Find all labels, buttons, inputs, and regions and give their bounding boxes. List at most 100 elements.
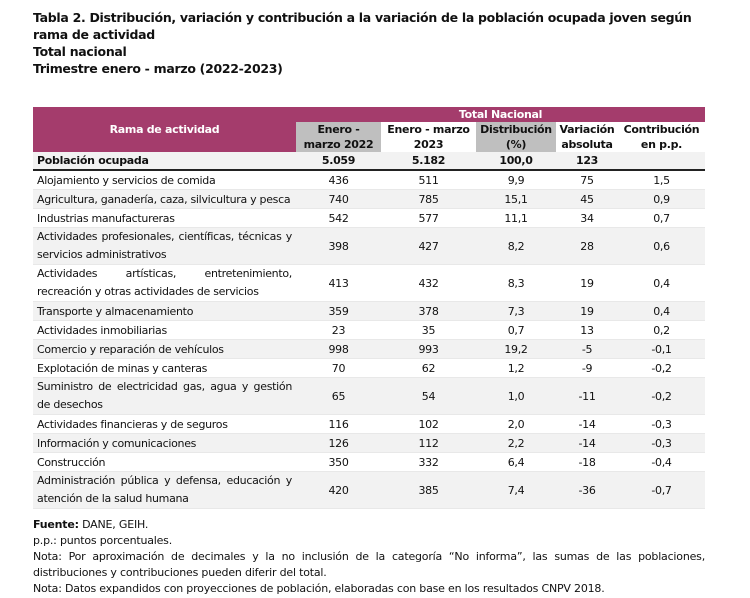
row-value: -0,1: [618, 339, 705, 359]
table-row: Administración pública y defensa, educac…: [33, 471, 705, 509]
row-value: 398: [296, 227, 381, 265]
row-value: 993: [381, 339, 476, 359]
total-value: [618, 152, 705, 171]
row-value: 436: [296, 170, 381, 190]
row-value: -36: [556, 471, 618, 509]
pp-note: p.p.: puntos porcentuales.: [33, 534, 173, 547]
source-note: Fuente: DANE, GEIH.: [33, 517, 705, 533]
row-value: 0,4: [618, 264, 705, 302]
column-header: Variación absoluta: [556, 122, 618, 152]
total-row: Población ocupada 5.059 5.182 100,0 123: [33, 152, 705, 171]
column-header-line: Enero -: [317, 123, 360, 136]
note-2: Nota: Datos expandidos con proyecciones …: [33, 582, 605, 595]
row-value: -14: [556, 414, 618, 434]
row-value: 112: [381, 433, 476, 453]
table-row: Información y comunicaciones 126 112 2,2 -14…: [33, 433, 705, 453]
row-value: 1,2: [476, 358, 556, 378]
row-value: -18: [556, 452, 618, 472]
row-value: 2,0: [476, 414, 556, 434]
column-header-line: absoluta: [561, 138, 613, 151]
row-value: 6,4: [476, 452, 556, 472]
row-value: -0,7: [618, 471, 705, 509]
row-value: 116: [296, 414, 381, 434]
total-value: 100,0: [476, 152, 556, 171]
row-label: Actividades financieras y de seguros: [33, 414, 296, 434]
row-label: Actividades artísticas, entretenimiento,…: [33, 264, 296, 302]
data-table: Rama de actividad Total Nacional Enero -…: [33, 107, 705, 509]
row-label: Administración pública y defensa, educac…: [33, 471, 296, 509]
column-header-line: Variación: [559, 123, 615, 136]
row-value: 65: [296, 377, 381, 415]
row-label: Transporte y almacenamiento: [33, 301, 296, 321]
row-value: 1,5: [618, 170, 705, 190]
source-text: DANE, GEIH.: [78, 518, 149, 531]
row-label: Agricultura, ganadería, caza, silvicultu…: [33, 189, 296, 209]
row-label: Alojamiento y servicios de comida: [33, 170, 296, 190]
table-row: Actividades profesionales, científicas, …: [33, 227, 705, 265]
title-line-1: Tabla 2. Distribución, variación y contr…: [33, 10, 692, 42]
row-value: 378: [381, 301, 476, 321]
row-value: 2,2: [476, 433, 556, 453]
row-value: 998: [296, 339, 381, 359]
row-value: 511: [381, 170, 476, 190]
row-value: 385: [381, 471, 476, 509]
total-value: 5.182: [381, 152, 476, 171]
row-value: -5: [556, 339, 618, 359]
column-header-line: 2023: [413, 138, 444, 151]
table-row: Agricultura, ganadería, caza, silvicultu…: [33, 189, 705, 209]
column-header-line: Distribución: [480, 123, 552, 136]
total-label: Población ocupada: [33, 152, 296, 171]
table-title: Tabla 2. Distribución, variación y contr…: [33, 9, 705, 77]
row-value: 19,2: [476, 339, 556, 359]
table-row: Suministro de electricidad gas, agua y g…: [33, 377, 705, 415]
table-row: Alojamiento y servicios de comida 436 511 9…: [33, 170, 705, 190]
table-row: Actividades financieras y de seguros 116 1…: [33, 414, 705, 434]
row-value: 126: [296, 433, 381, 453]
row-value: 45: [556, 189, 618, 209]
row-value: -14: [556, 433, 618, 453]
column-header: Enero - marzo 2022: [296, 122, 381, 152]
column-header-line: (%): [505, 138, 527, 151]
row-value: 427: [381, 227, 476, 265]
row-value: 62: [381, 358, 476, 378]
row-value: -0,2: [618, 377, 705, 415]
column-header-line: Enero - marzo: [387, 123, 470, 136]
row-value: 23: [296, 320, 381, 340]
row-value: 7,3: [476, 301, 556, 321]
row-value: 19: [556, 264, 618, 302]
row-value: 0,2: [618, 320, 705, 340]
row-value: 542: [296, 208, 381, 228]
source-label: Fuente:: [33, 518, 79, 531]
column-header: Contribución en p.p.: [618, 122, 705, 152]
title-line-3: Trimestre enero - marzo (2022-2023): [33, 61, 283, 76]
row-value: -0,3: [618, 433, 705, 453]
row-value: 577: [381, 208, 476, 228]
row-label: Explotación de minas y canteras: [33, 358, 296, 378]
title-line-2: Total nacional: [33, 44, 127, 59]
row-label: Información y comunicaciones: [33, 433, 296, 453]
row-label: Construcción: [33, 452, 296, 472]
total-value: 123: [556, 152, 618, 171]
table-row: Actividades artísticas, entretenimiento,…: [33, 264, 705, 302]
row-value: 0,4: [618, 301, 705, 321]
row-value: 0,7: [476, 320, 556, 340]
row-label: Industrias manufactureras: [33, 208, 296, 228]
row-value: 8,3: [476, 264, 556, 302]
row-value: 70: [296, 358, 381, 378]
header-total-nacional: Total Nacional: [296, 107, 705, 122]
row-value: 332: [381, 452, 476, 472]
row-value: 420: [296, 471, 381, 509]
row-value: -0,2: [618, 358, 705, 378]
row-value: -9: [556, 358, 618, 378]
row-value: -11: [556, 377, 618, 415]
row-value: 740: [296, 189, 381, 209]
row-value: 359: [296, 301, 381, 321]
table-row: Actividades inmobiliarias 23 35 0,7 13 0,2: [33, 320, 705, 340]
column-header-line: en p.p.: [640, 138, 683, 151]
row-value: 785: [381, 189, 476, 209]
column-header-line: marzo 2022: [303, 138, 374, 151]
row-value: 34: [556, 208, 618, 228]
table-row: Explotación de minas y canteras 70 62 1,2 -9…: [33, 358, 705, 378]
row-label: Suministro de electricidad gas, agua y g…: [33, 377, 296, 415]
row-value: 19: [556, 301, 618, 321]
